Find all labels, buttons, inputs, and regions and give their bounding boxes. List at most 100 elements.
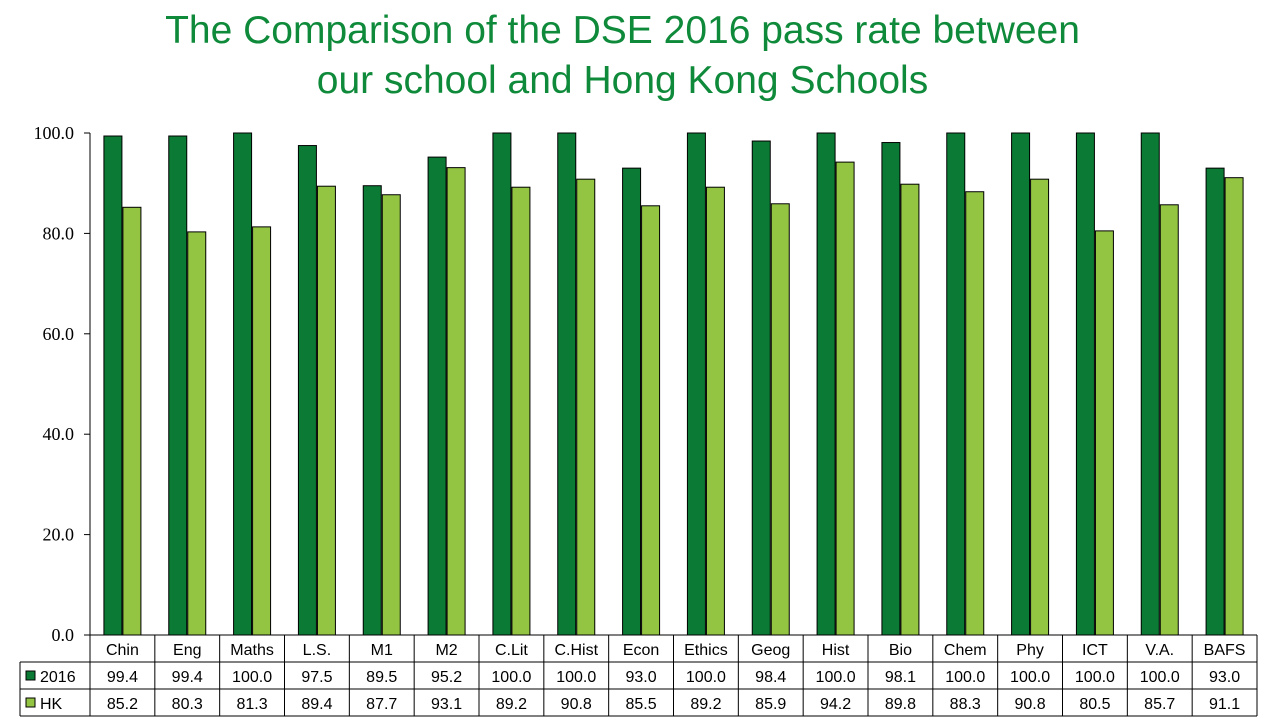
table-value-hk: 93.1 <box>431 696 462 713</box>
legend-label-2016: 2016 <box>40 669 76 686</box>
category-label: Econ <box>623 642 659 659</box>
table-value-hk: 87.7 <box>366 696 397 713</box>
bar-2016-va <box>1140 132 1160 636</box>
category-label: M1 <box>371 642 393 659</box>
table-value-2016: 100.0 <box>1010 669 1050 686</box>
table-value-hk: 89.8 <box>885 696 916 713</box>
bar-2016-ict <box>1075 132 1095 636</box>
bar-hk-geog <box>770 203 790 636</box>
table-value-2016: 100.0 <box>491 669 531 686</box>
category-label: Hist <box>822 642 850 659</box>
bar-hk-chist <box>576 178 596 636</box>
bar-2016-geog <box>751 140 771 636</box>
category-label: BAFS <box>1204 642 1246 659</box>
legend-key-hk <box>25 697 36 708</box>
bar-2016-hist <box>816 132 836 636</box>
table-value-hk: 89.4 <box>301 696 332 713</box>
y-tick-label: 20.0 <box>43 525 75 545</box>
chart-title-line-1: The Comparison of the DSE 2016 pass rate… <box>165 9 1080 52</box>
category-label: Chin <box>106 642 139 659</box>
chart-title-line-2: our school and Hong Kong Schools <box>316 59 929 102</box>
bar-2016-clit <box>492 132 512 636</box>
bar-2016-econ <box>622 167 642 636</box>
bar-hk-clit <box>511 186 531 636</box>
table-value-2016: 89.5 <box>366 669 397 686</box>
table-value-2016: 100.0 <box>556 669 596 686</box>
category-label: Geog <box>751 642 790 659</box>
table-value-2016: 100.0 <box>686 669 726 686</box>
table-value-hk: 80.3 <box>172 696 203 713</box>
table-value-hk: 85.9 <box>755 696 786 713</box>
category-label: Chem <box>944 642 987 659</box>
table-value-hk: 81.3 <box>237 696 268 713</box>
category-label: Phy <box>1016 642 1044 659</box>
category-label: V.A. <box>1145 642 1174 659</box>
bar-2016-m1 <box>362 185 382 636</box>
bar-hk-m1 <box>381 194 401 636</box>
bar-2016-bio <box>881 142 901 636</box>
category-label: ICT <box>1082 642 1108 659</box>
table-value-2016: 93.0 <box>1209 669 1240 686</box>
table-value-hk: 91.1 <box>1209 696 1240 713</box>
table-value-2016: 100.0 <box>945 669 985 686</box>
bar-hk-ethics <box>705 186 725 636</box>
category-label: Eng <box>173 642 201 659</box>
bar-hk-bio <box>900 183 920 636</box>
table-value-2016: 93.0 <box>626 669 657 686</box>
category-label: Bio <box>889 642 912 659</box>
table-value-2016: 98.4 <box>755 669 786 686</box>
table-value-hk: 94.2 <box>820 696 851 713</box>
bar-2016-phy <box>1011 132 1031 636</box>
table-value-2016: 95.2 <box>431 669 462 686</box>
bar-2016-chem <box>946 132 966 636</box>
bar-hk-ls <box>316 185 336 636</box>
bar-hk-chem <box>965 191 985 636</box>
table-value-2016: 100.0 <box>1140 669 1180 686</box>
table-value-hk: 85.2 <box>107 696 138 713</box>
category-label: L.S. <box>303 642 331 659</box>
bar-hk-m2 <box>446 167 466 636</box>
table-value-hk: 90.8 <box>1015 696 1046 713</box>
table-value-2016: 98.1 <box>885 669 916 686</box>
bar-2016-eng <box>168 135 188 636</box>
bar-hk-phy <box>1030 178 1050 636</box>
table-value-hk: 89.2 <box>690 696 721 713</box>
bar-2016-m2 <box>427 156 447 636</box>
bar-hk-hist <box>835 161 855 636</box>
table-value-2016: 97.5 <box>301 669 332 686</box>
category-label: C.Lit <box>495 642 528 659</box>
bar-2016-chin <box>103 135 123 636</box>
y-tick-label: 0.0 <box>52 625 75 645</box>
table-value-2016: 99.4 <box>107 669 138 686</box>
table-value-2016: 100.0 <box>1075 669 1115 686</box>
table-value-hk: 90.8 <box>561 696 592 713</box>
chart-title: The Comparison of the DSE 2016 pass rate… <box>0 6 1245 106</box>
bar-hk-eng <box>187 231 207 636</box>
bar-hk-econ <box>641 205 661 636</box>
legend-label-hk: HK <box>40 696 63 713</box>
bar-2016-bafs <box>1205 167 1225 636</box>
y-tick-label: 40.0 <box>43 424 75 444</box>
table-value-2016: 99.4 <box>172 669 203 686</box>
bar-hk-va <box>1159 204 1179 636</box>
table-value-hk: 89.2 <box>496 696 527 713</box>
bar-2016-ls <box>297 145 317 636</box>
bar-2016-maths <box>233 132 253 636</box>
table-value-hk: 85.5 <box>626 696 657 713</box>
y-tick-label: 80.0 <box>43 223 75 243</box>
category-label: Maths <box>230 642 274 659</box>
table-value-2016: 100.0 <box>232 669 272 686</box>
bar-2016-chist <box>557 132 577 636</box>
legend-key-2016 <box>25 670 36 681</box>
table-value-hk: 80.5 <box>1079 696 1110 713</box>
bar-hk-chin <box>122 206 142 636</box>
y-tick-label: 100.0 <box>34 123 75 143</box>
category-label: Ethics <box>684 642 728 659</box>
table-value-hk: 88.3 <box>950 696 981 713</box>
y-tick-label: 60.0 <box>43 324 75 344</box>
bar-hk-bafs <box>1224 177 1244 636</box>
bar-hk-ict <box>1094 230 1114 636</box>
category-label: M2 <box>435 642 457 659</box>
bar-hk-maths <box>252 226 272 636</box>
